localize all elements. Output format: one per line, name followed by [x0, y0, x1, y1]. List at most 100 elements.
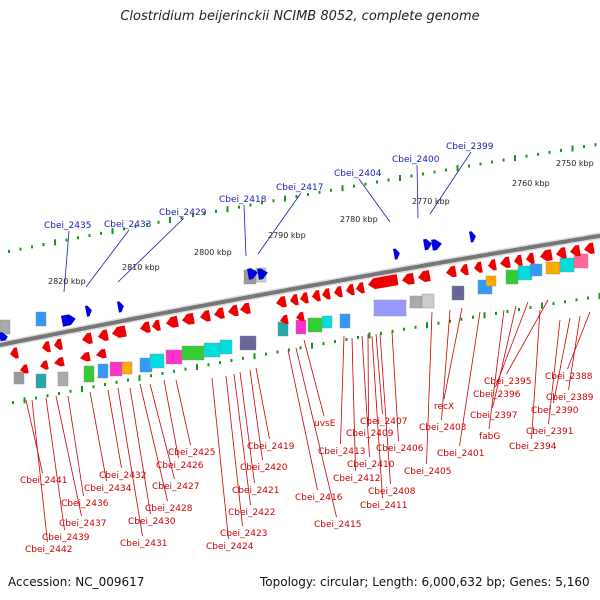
outer-tick: [525, 154, 528, 158]
minus-leader-line: [303, 339, 325, 417]
kbp-label: 2760 kbp: [512, 179, 550, 188]
minus-leader-line: [67, 395, 84, 497]
kbp-label: 2810 kbp: [122, 263, 160, 272]
minus-leader-line: [249, 369, 263, 461]
plus-leader-line: [243, 204, 247, 257]
inner-tick: [253, 353, 256, 360]
domain-box: [529, 263, 543, 277]
outer-tick: [65, 238, 68, 242]
minus-gene-label: Cbei_2419: [247, 442, 295, 452]
outer-tick: [203, 212, 206, 216]
minus-gene-label: Cbei_2424: [206, 542, 254, 552]
minus-gene-label: Cbei_2441: [20, 476, 67, 486]
inner-tick: [288, 348, 290, 352]
minus-gene-label: Cbei_2391: [526, 427, 573, 437]
minus-leader-line: [361, 335, 370, 458]
inner-tick: [495, 311, 497, 315]
inner-tick: [345, 337, 348, 341]
plus-leader-line: [117, 217, 185, 283]
outer-tick: [583, 145, 585, 149]
outer-tick: [295, 195, 298, 199]
leader-lines: [25, 151, 591, 543]
inner-tick: [564, 300, 566, 304]
inner-tick: [518, 307, 520, 311]
outer-tick: [157, 220, 160, 224]
domain-box: [35, 311, 47, 327]
inner-tick: [587, 296, 589, 300]
domain-box: [573, 253, 589, 269]
domain-box: [181, 345, 205, 361]
inner-tick: [92, 385, 95, 389]
plus-strand-gene: [0, 332, 8, 344]
feature-boxes: [0, 253, 589, 389]
inner-tick: [12, 401, 14, 405]
inner-tick: [127, 378, 129, 382]
minus-strand-gene: [54, 338, 63, 350]
minus-leader-line: [149, 383, 175, 480]
minus-strand-gene: [418, 270, 431, 282]
minus-leader-line: [89, 391, 107, 482]
domain-box: [307, 317, 323, 333]
inner-tick: [115, 380, 118, 384]
minus-strand-gene: [540, 249, 553, 262]
minus-gene-label: Cbei_2397: [470, 411, 517, 421]
minus-strand-gene: [514, 254, 523, 267]
plus-leader-line: [358, 178, 391, 223]
outer-tick: [238, 205, 240, 209]
plus-leader-line: [257, 192, 302, 255]
minus-leader-line: [117, 387, 143, 537]
inner-tick: [598, 293, 600, 300]
minus-leader-line: [568, 315, 581, 391]
minus-leader-line: [371, 335, 383, 499]
minus-gene-label: Cbei_2426: [156, 461, 204, 471]
inner-tick: [368, 332, 371, 339]
inner-tick: [334, 340, 336, 344]
domain-box: [239, 335, 257, 351]
minus-strand-gene: [290, 293, 299, 306]
domain-box: [13, 371, 25, 385]
inner-tick: [483, 312, 486, 319]
minus-gene-label: Cbei_2422: [228, 508, 275, 518]
minus-leader-line: [443, 307, 463, 400]
minus-leader-line: [441, 309, 451, 421]
minus-gene-label: Cbei_2411: [360, 501, 407, 511]
outer-tick: [318, 190, 321, 194]
minus-leader-line: [492, 305, 517, 409]
minus-strand-gene: [500, 256, 511, 269]
domain-box: [35, 373, 47, 389]
minus-leader-line: [531, 309, 541, 440]
minus-leader-line: [391, 331, 399, 442]
inner-tick: [506, 309, 509, 313]
inner-tick: [426, 322, 428, 329]
kbp-label: 2800 kbp: [194, 248, 232, 257]
minus-strand-labels: Cbei_2388 Cbei_2389 Cbei_2390 Cbei_2395 Cbei…: [20, 372, 594, 555]
gene-arrows: [0, 231, 595, 374]
minus-gene-label: Cbei_2420: [240, 463, 288, 473]
minus-leader-line: [426, 311, 433, 465]
outer-tick: [134, 225, 137, 229]
domain-box: [57, 371, 69, 387]
minus-leader-line: [163, 379, 179, 459]
inner-tick: [449, 319, 451, 323]
inner-tick: [230, 358, 233, 362]
outer-tick: [284, 195, 286, 202]
minus-strand-gene: [42, 340, 51, 353]
inner-tick: [276, 350, 279, 354]
minus-gene-label: uvsE: [314, 419, 336, 429]
minus-strand-gene: [82, 332, 93, 345]
minus-strand-gene: [152, 319, 161, 332]
domain-box: [545, 261, 561, 275]
outer-tick: [387, 178, 390, 182]
minus-leader-line: [31, 399, 48, 543]
outer-tick: [330, 188, 332, 192]
minus-strand-gene: [322, 288, 331, 300]
minus-leader-line: [225, 375, 243, 527]
inner-tick: [23, 397, 26, 404]
minus-gene-label: recX: [434, 402, 454, 412]
minus-gene-label: Cbei_2421: [232, 486, 279, 496]
minus-leader-line: [506, 299, 549, 375]
kbp-label: 2820 kbp: [48, 277, 86, 286]
kbp-label: 2780 kbp: [340, 215, 378, 224]
domain-box: [321, 315, 333, 329]
domain-box: [559, 257, 575, 273]
